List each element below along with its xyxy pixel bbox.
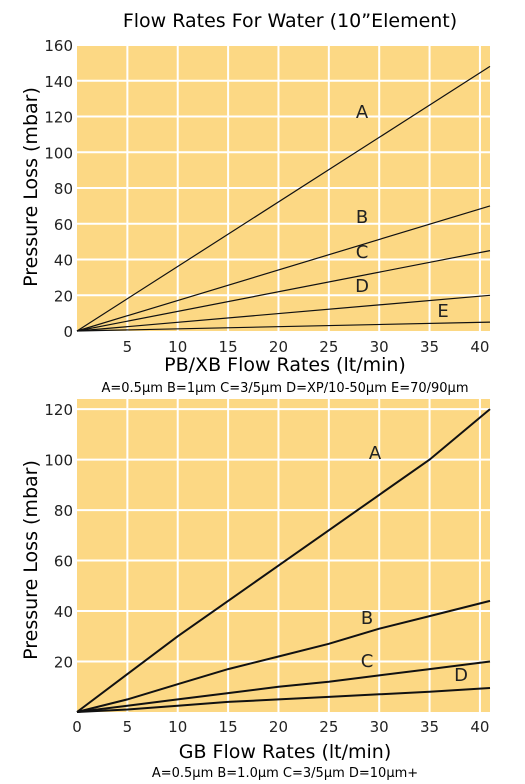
figure-title: Flow Rates For Water (10”Element): [123, 10, 457, 32]
chart-pb-xb-ytick-label: 0: [63, 323, 73, 341]
chart-gb-ylabel: Pressure Loss (mbar): [20, 460, 42, 660]
chart-pb-xb-series-label-d: D: [355, 276, 369, 297]
chart-pb-xb-series-label-a: A: [356, 102, 369, 123]
chart-gb-xtick-label: 15: [219, 718, 238, 736]
chart-pb-xb-ytick-label: 80: [54, 180, 73, 198]
chart-gb-series-d: [76, 687, 491, 713]
chart-pb-xb-series-d: [76, 294, 491, 332]
chart-pb-xb-ytick-label: 60: [54, 216, 73, 234]
chart-pb-xb-xtick-label: 25: [319, 338, 338, 356]
chart-pb-xb-xtick-label: 10: [168, 338, 187, 356]
chart-gb-xtick-label: 10: [168, 718, 187, 736]
chart-gb-xtick-label: 5: [123, 718, 133, 736]
chart-pb-xb-series-label-e: E: [437, 301, 448, 322]
chart-pb-xb-ytick-label: 40: [54, 252, 73, 270]
chart-gb-series-b: [76, 599, 491, 713]
chart-gb: Pressure Loss (mbar) GB Flow Rates (lt/m…: [20, 399, 491, 781]
chart-pb-xb-series-c: [76, 250, 491, 332]
chart-pb-xb-ytick-label: 140: [44, 73, 73, 91]
chart-gb-series-label-c: C: [361, 651, 374, 672]
chart-gb-ytick-label: 40: [54, 603, 73, 621]
chart-pb-xb-xtick-label: 20: [269, 338, 288, 356]
chart-gb-series-label-b: B: [361, 608, 373, 629]
chart-gb-series-label-d: D: [454, 665, 468, 686]
chart-pb-xb: Pressure Loss (mbar) PB/XB Flow Rates (l…: [20, 37, 491, 396]
chart-gb-xlabel: GB Flow Rates (lt/min): [179, 741, 392, 763]
chart-pb-xb-ytick-label: 160: [44, 37, 73, 55]
chart-pb-xb-xlabel: PB/XB Flow Rates (lt/min): [164, 354, 406, 376]
chart-pb-xb-series-e: [76, 321, 491, 332]
chart-gb-ytick-label: 120: [44, 401, 73, 419]
chart-gb-xtick-label: 0: [72, 718, 82, 736]
chart-pb-xb-series-label-c: C: [356, 242, 369, 263]
chart-pb-xb-caption: A=0.5µm B=1µm C=3/5µm D=XP/10-50µm E=70/…: [101, 381, 468, 396]
chart-pb-xb-xtick-label: 35: [420, 338, 439, 356]
chart-pb-xb-ylabel: Pressure Loss (mbar): [20, 87, 42, 287]
chart-gb-series-a: [76, 408, 491, 713]
chart-pb-xb-xtick-label: 40: [470, 338, 489, 356]
chart-pb-xb-xtick-label: 5: [123, 338, 133, 356]
chart-pb-xb-xtick-label: 30: [370, 338, 389, 356]
chart-pb-xb-series-a: [76, 65, 491, 332]
chart-gb-ytick-label: 80: [54, 502, 73, 520]
chart-pb-xb-xtick-label: 15: [219, 338, 238, 356]
chart-gb-xtick-label: 40: [470, 718, 489, 736]
chart-gb-xtick-label: 20: [269, 718, 288, 736]
chart-gb-xtick-label: 25: [319, 718, 338, 736]
chart-pb-xb-ytick-label: 120: [44, 109, 73, 127]
chart-pb-xb-series-b: [76, 205, 491, 332]
chart-pb-xb-series-label-b: B: [356, 207, 368, 228]
chart-gb-ytick-label: 60: [54, 553, 73, 571]
chart-gb-ytick-label: 100: [44, 452, 73, 470]
chart-gb-series-label-a: A: [369, 443, 382, 464]
chart-gb-caption: A=0.5µm B=1.0µm C=3/5µm D=10µm+: [152, 766, 418, 781]
chart-gb-xtick-label: 30: [370, 718, 389, 736]
chart-gb-series-c: [76, 660, 491, 713]
chart-pb-xb-ytick-label: 100: [44, 144, 73, 162]
chart-pb-xb-ytick-label: 20: [54, 287, 73, 305]
chart-gb-ytick-label: 20: [54, 654, 73, 672]
chart-gb-xtick-label: 35: [420, 718, 439, 736]
